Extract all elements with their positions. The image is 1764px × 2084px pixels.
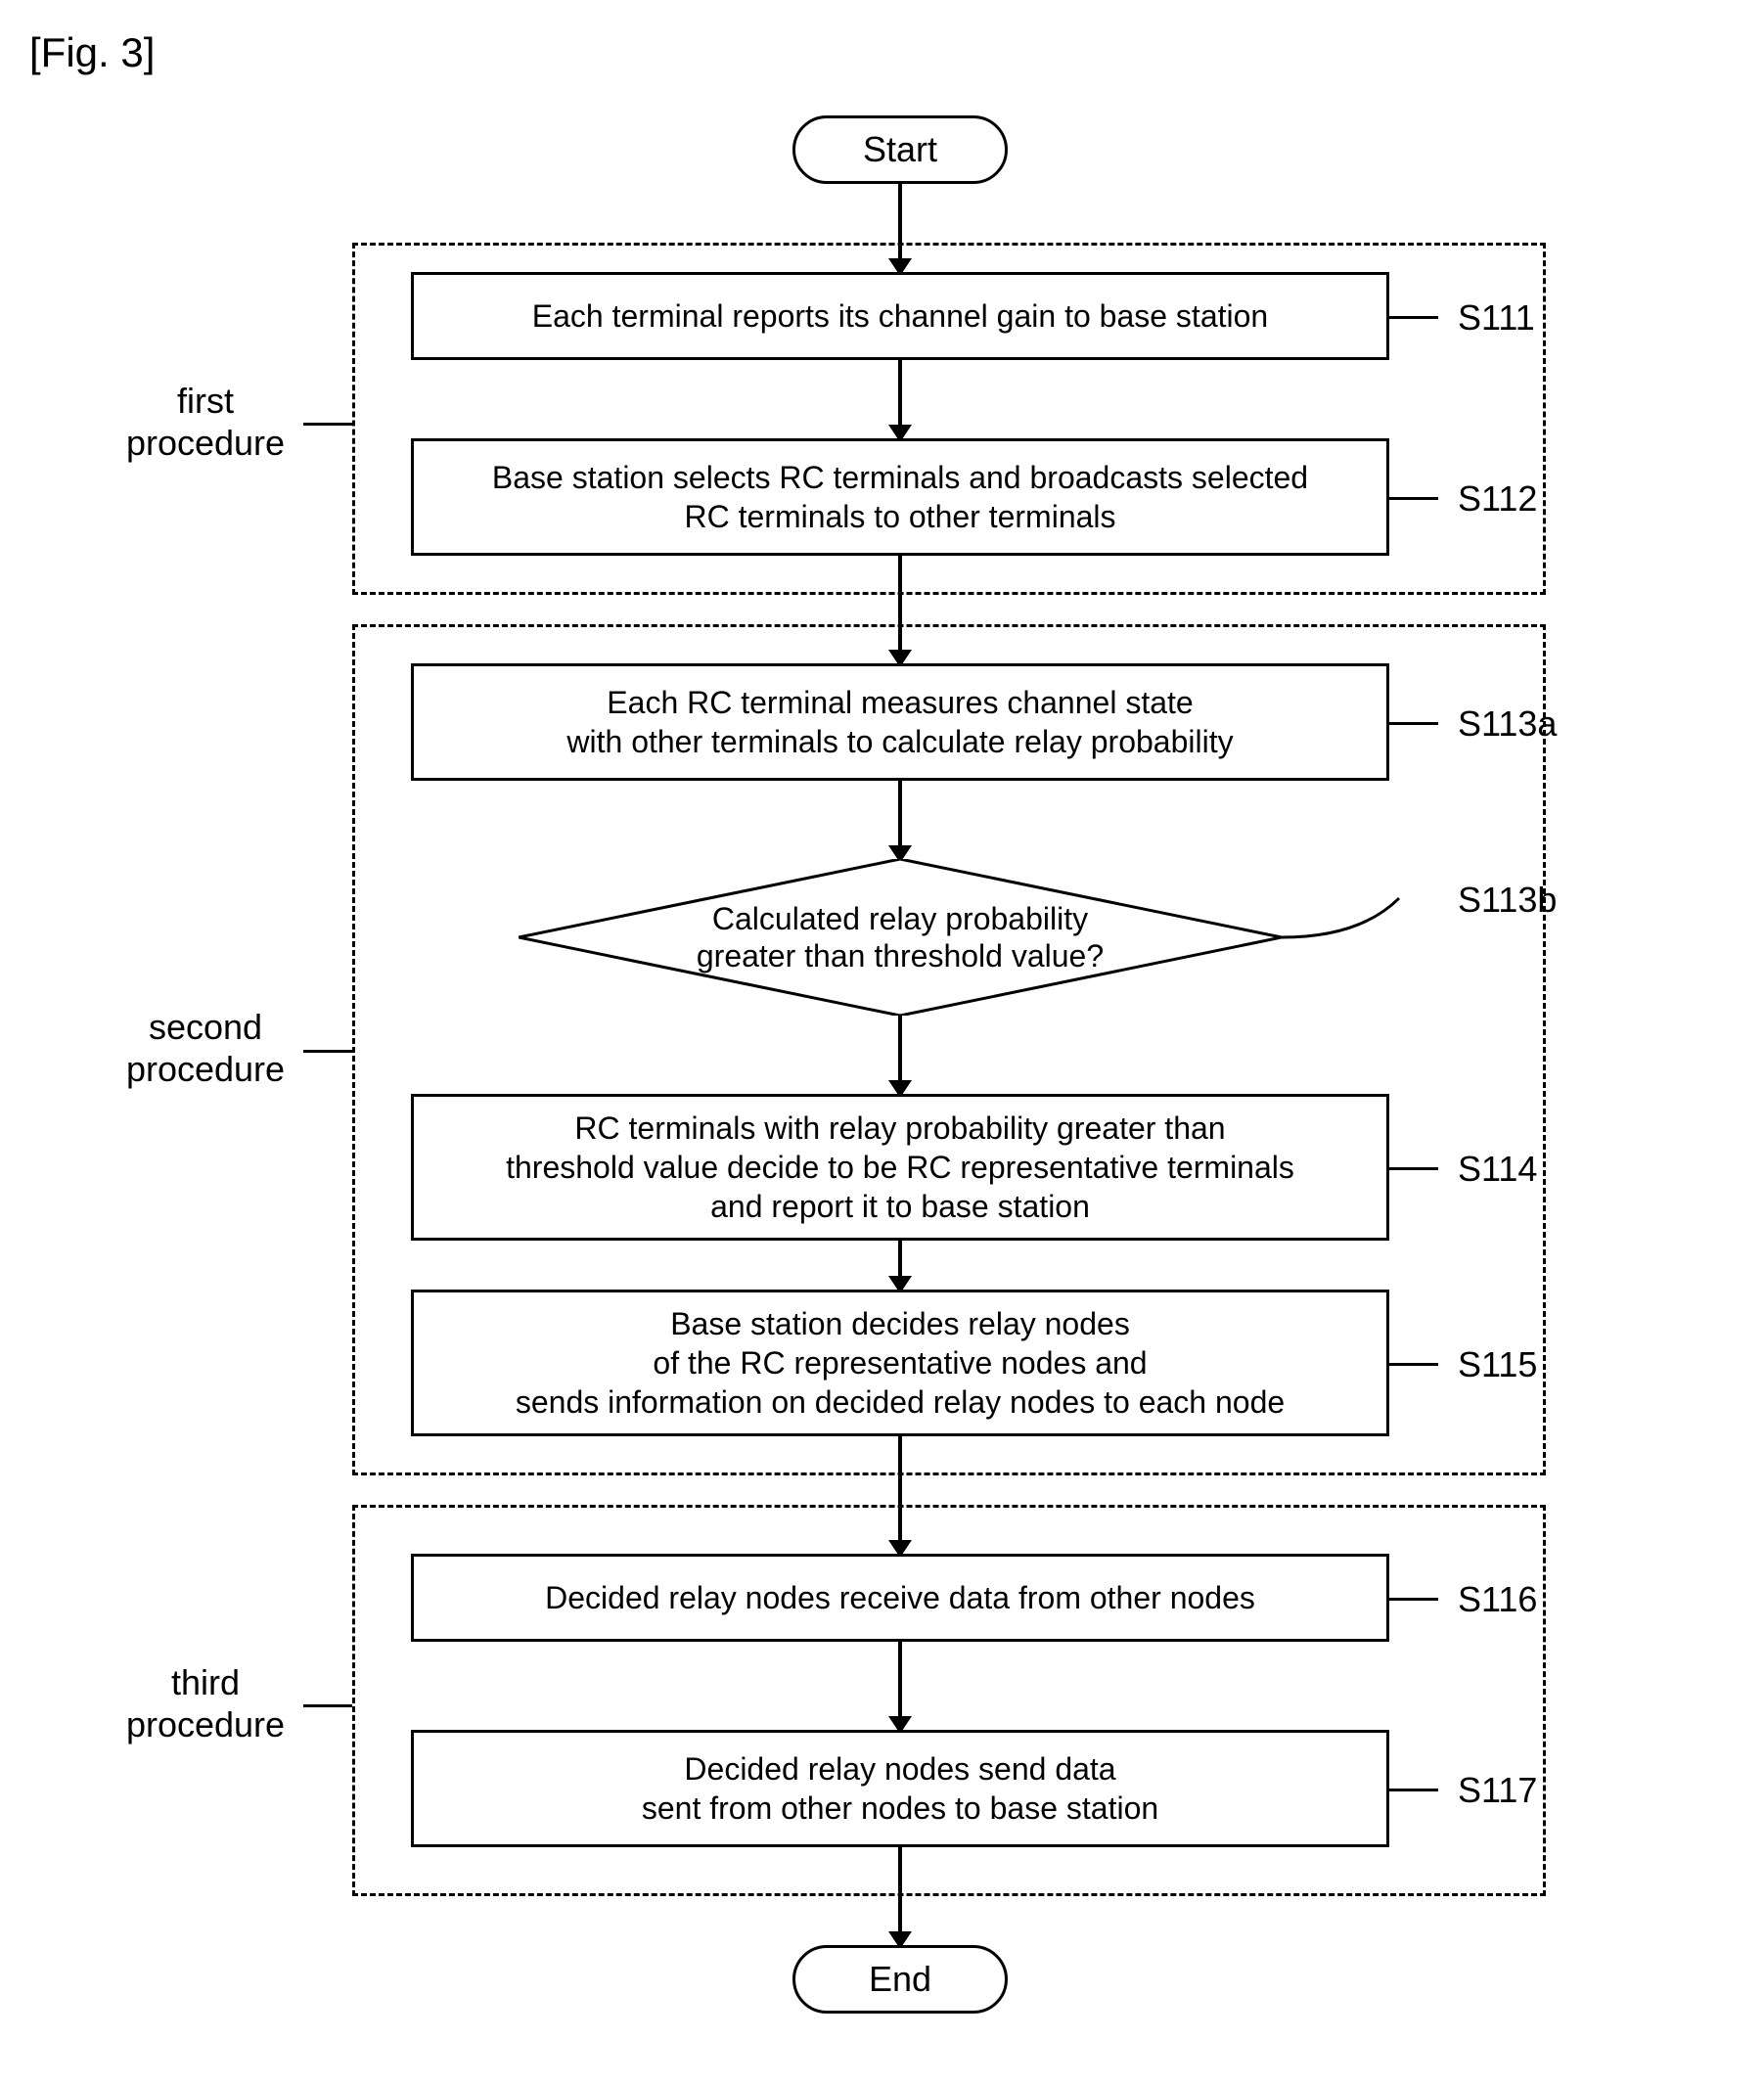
- label-s115: S115: [1458, 1343, 1537, 1385]
- start-text: Start: [863, 129, 937, 170]
- figure-label: [Fig. 3]: [29, 29, 1735, 76]
- end-terminal: End: [792, 1945, 1008, 2014]
- step-text: Base station selects RC terminals and br…: [492, 458, 1308, 536]
- step-s116: Decided relay nodes receive data from ot…: [411, 1554, 1389, 1642]
- step-text: Decided relay nodes send data sent from …: [642, 1749, 1158, 1828]
- proc-connector: [303, 423, 352, 426]
- second-procedure-label: second procedure: [108, 1006, 303, 1090]
- step-s111: Each terminal reports its channel gain t…: [411, 272, 1389, 360]
- step-text: Each RC terminal measures channel state …: [566, 683, 1233, 761]
- step-s113a: Each RC terminal measures channel state …: [411, 663, 1389, 781]
- decision-s113b: Calculated relay probability greater tha…: [519, 859, 1282, 1016]
- start-terminal: Start: [792, 115, 1008, 184]
- step-s114: RC terminals with relay probability grea…: [411, 1094, 1389, 1241]
- label-s112: S112: [1458, 477, 1537, 520]
- label-s113b: S113b: [1458, 879, 1557, 921]
- arrow: [898, 360, 902, 440]
- label-connector: [1389, 722, 1438, 725]
- first-procedure-label: first procedure: [108, 380, 303, 464]
- end-text: End: [869, 1959, 931, 2000]
- label-connector: [1389, 1789, 1438, 1791]
- label-s113a: S113a: [1458, 702, 1557, 745]
- arrow: [898, 1016, 902, 1096]
- label-curve: [1282, 888, 1448, 947]
- label-connector: [1389, 1167, 1438, 1170]
- step-s112: Base station selects RC terminals and br…: [411, 438, 1389, 556]
- proc-connector: [303, 1704, 352, 1707]
- arrow: [898, 1642, 902, 1732]
- label-s117: S117: [1458, 1769, 1537, 1811]
- step-text: Decided relay nodes receive data from ot…: [545, 1578, 1255, 1617]
- label-s111: S111: [1458, 296, 1535, 339]
- step-s115: Base station decides relay nodes of the …: [411, 1290, 1389, 1436]
- arrow: [898, 781, 902, 861]
- label-connector: [1389, 497, 1438, 500]
- step-text: Base station decides relay nodes of the …: [516, 1304, 1285, 1422]
- step-text: Each terminal reports its channel gain t…: [532, 296, 1268, 336]
- third-procedure-label: third procedure: [108, 1661, 303, 1745]
- label-s116: S116: [1458, 1578, 1537, 1620]
- arrow: [898, 1241, 902, 1291]
- label-connector: [1389, 1598, 1438, 1601]
- flowchart-container: Start first procedure Each terminal repo…: [29, 115, 1693, 2053]
- proc-connector: [303, 1050, 352, 1053]
- label-connector: [1389, 1363, 1438, 1366]
- step-text: RC terminals with relay probability grea…: [506, 1109, 1294, 1226]
- decision-text: Calculated relay probability greater tha…: [697, 900, 1104, 975]
- label-s114: S114: [1458, 1148, 1537, 1190]
- label-connector: [1389, 316, 1438, 319]
- step-s117: Decided relay nodes send data sent from …: [411, 1730, 1389, 1847]
- arrow: [898, 1847, 902, 1947]
